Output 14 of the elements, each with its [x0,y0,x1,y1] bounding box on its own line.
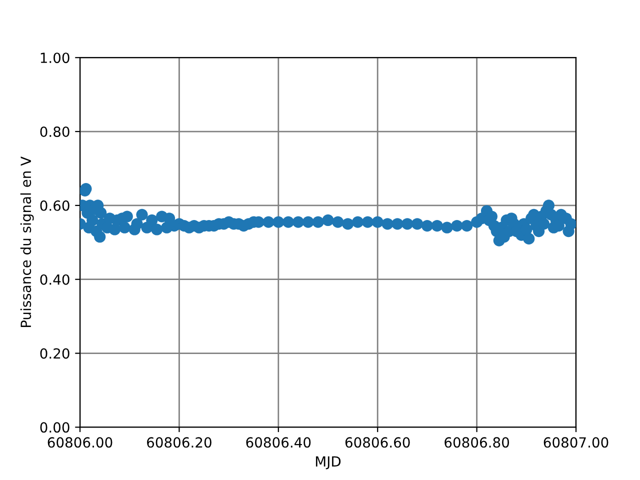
x-tick-label: 60806.60 [345,437,410,448]
y-tick-label: 0.80 [40,126,70,137]
y-tick-label: 1.00 [40,52,70,64]
y-tick-label: 0.60 [40,200,70,211]
x-tick-label: 60807.00 [544,437,608,448]
x-tick-label: 60806.40 [246,437,311,448]
x-tick-label: 60806.20 [147,437,212,448]
y-tick-label: 0.20 [40,348,70,359]
x-axis-title: MJD [316,456,341,470]
x-tick-label: 60806.00 [48,437,112,448]
x-tick-label: 60806.80 [444,437,510,448]
y-axis-title: Puissance du signal en V [20,156,34,328]
y-tick-label: 0.40 [40,274,70,285]
y-tick-label: 0.00 [40,422,70,433]
